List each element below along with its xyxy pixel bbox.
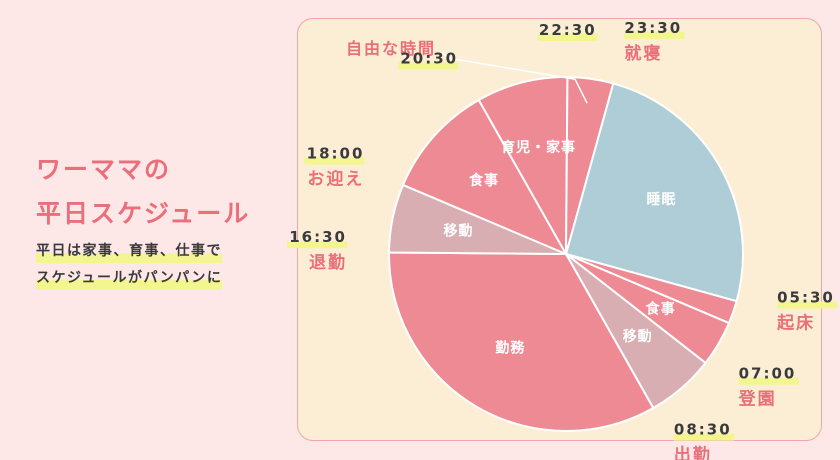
event-label: お迎え: [307, 169, 364, 190]
pie-slice-2230-2330: [565, 76, 615, 255]
callout-leader-line: [441, 51, 588, 104]
slice-label: 移動: [623, 328, 653, 345]
time-highlight: [537, 34, 598, 41]
time-highlight: [673, 433, 734, 441]
time-highlight: [398, 62, 459, 70]
free-time-callout: 自由な時間: [346, 39, 588, 104]
page-title: ワーママの 平日スケジュール: [36, 148, 250, 236]
slice-label: 育児・家事: [501, 139, 576, 156]
page-title-line-1: ワーママの: [36, 155, 172, 184]
slice-label: 食事: [469, 172, 499, 189]
page-subtitle-line-2: スケジュールがパンパンに: [36, 265, 223, 292]
event-label: 就寝: [624, 43, 662, 64]
time-highlight: [304, 157, 365, 165]
slice-label: 移動: [444, 223, 474, 240]
slice-label: 食事: [646, 301, 676, 318]
time-highlight: [287, 241, 347, 249]
pie-slices: [388, 76, 744, 432]
callout-label: 自由な時間: [346, 39, 436, 58]
time-label: 18:00: [307, 145, 365, 163]
time-highlight: [624, 31, 685, 39]
page-subtitle: 平日は家事、育事、仕事で スケジュールがパンパンに: [36, 238, 223, 292]
time-label: 23:30: [624, 19, 682, 37]
event-label: 登園: [738, 389, 777, 410]
time-markers: 23:30 就寝 05:30 起床 07:00 登園 08:30 出勤 16:30 退勤 18:00…: [287, 19, 838, 460]
slice-label: 睡眠: [647, 192, 677, 208]
time-highlight: [777, 301, 838, 309]
event-label: 起床: [776, 312, 815, 333]
page-subtitle-line-1: 平日は家事、育事、仕事で: [36, 238, 222, 265]
page-title-line-2: 平日スケジュール: [36, 199, 251, 228]
pie-slice-1800-2030: [401, 98, 569, 257]
time-label: 08:30: [674, 421, 732, 439]
time-highlight: [738, 377, 799, 385]
event-label: 退勤: [309, 253, 347, 273]
time-label: 07:00: [739, 365, 797, 383]
slice-label: 勤務: [495, 340, 525, 357]
time-label: 22:30: [539, 21, 597, 39]
event-label: 出勤: [674, 445, 712, 460]
time-label: 20:30: [400, 49, 458, 67]
pie-slice-0830-1630: [388, 251, 655, 432]
time-label: 05:30: [777, 288, 835, 306]
time-label: 16:30: [289, 228, 347, 246]
pie-slice-2330-0530: [564, 82, 744, 303]
